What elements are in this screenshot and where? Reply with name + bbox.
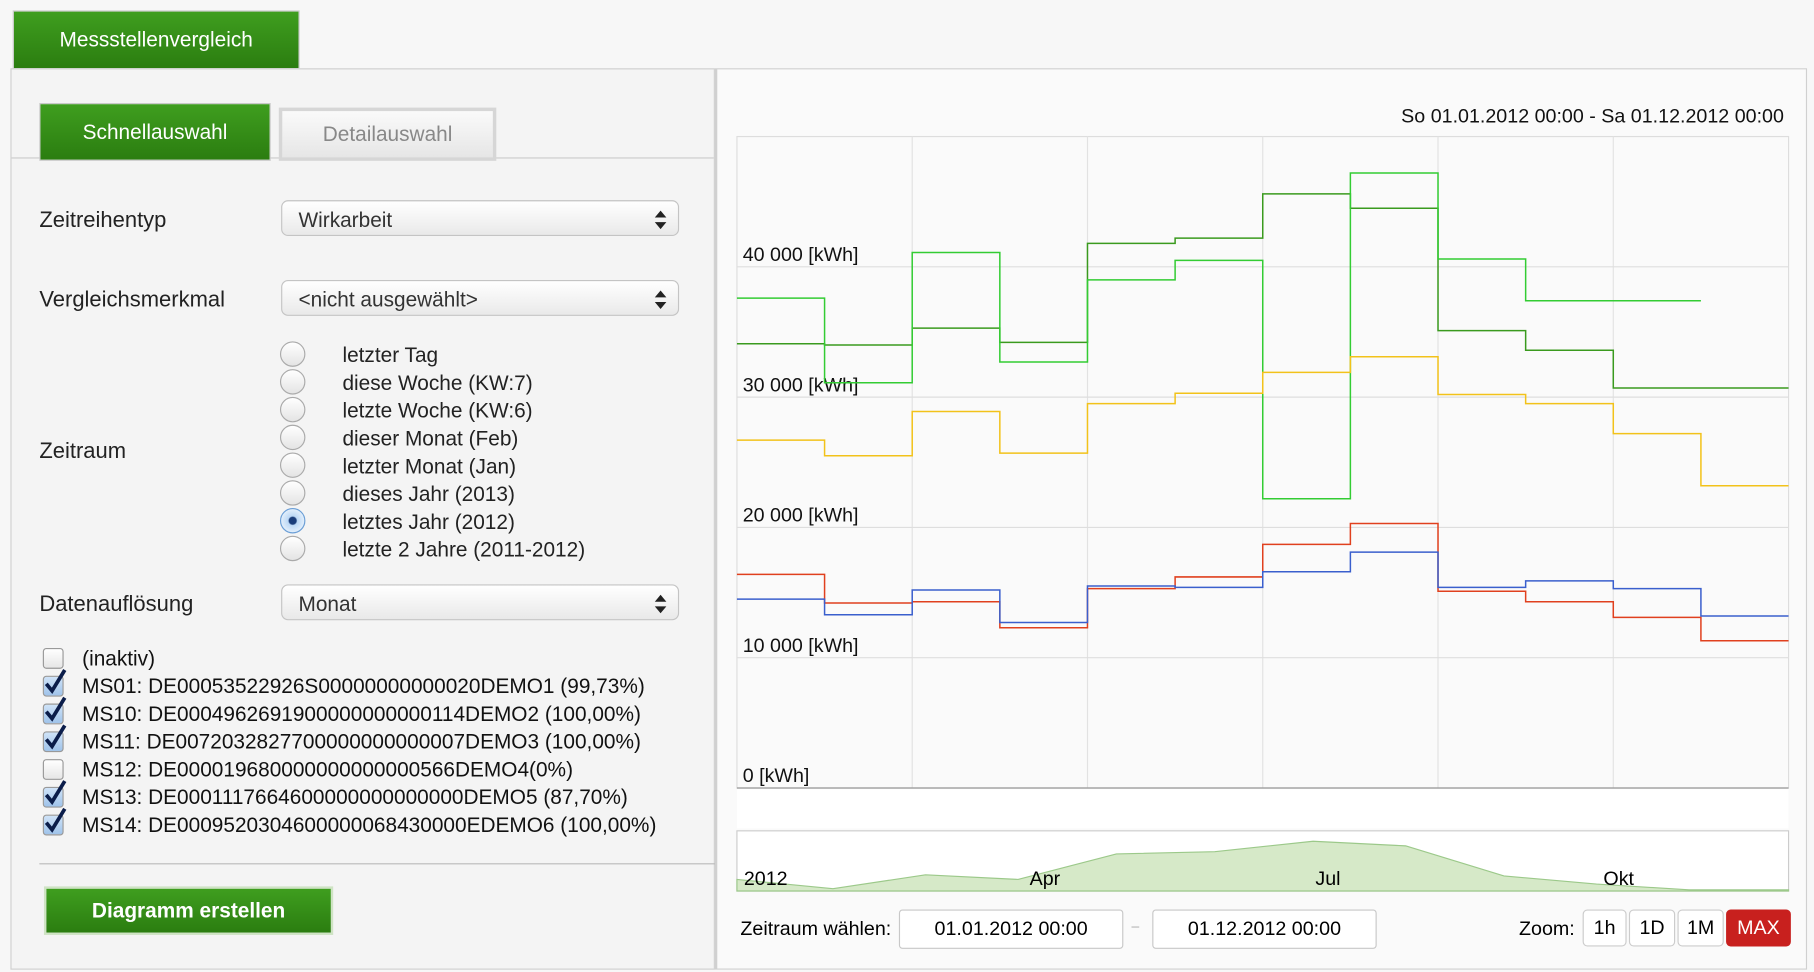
checkbox[interactable] <box>42 647 64 669</box>
zoom-button[interactable]: 1M <box>1677 909 1724 947</box>
main-tab[interactable]: Messstellenvergleich <box>12 10 300 70</box>
checkbox[interactable] <box>42 696 67 725</box>
check-mark <box>44 807 67 833</box>
y-tick-label: 40 000 [kWh] <box>743 244 859 266</box>
navigator-label: Apr <box>1030 868 1061 890</box>
check-mark <box>44 724 67 750</box>
radio[interactable] <box>279 341 306 367</box>
zoom-button[interactable]: 1h <box>1582 909 1627 947</box>
checkbox-label: MS01: DE00053522926S00000000000020DEMO1 … <box>82 674 645 698</box>
checkbox-label: MS14: DE0009520304600000068430000EDEMO6 … <box>82 813 657 837</box>
radio[interactable] <box>279 369 306 395</box>
radio-label: letztes Jahr (2012) <box>342 510 515 534</box>
footer-label: Zeitraum wählen: <box>740 917 892 940</box>
navigator-area <box>736 840 1790 892</box>
checkbox-label: MS13: DE0001117664600000000000000DEMO5 (… <box>82 785 628 809</box>
check-mark <box>44 780 67 806</box>
navigator-label: Okt <box>1603 868 1634 890</box>
radio-label: letzte Woche (KW:6) <box>342 399 533 423</box>
select-value: <nicht ausgewählt> <box>298 288 478 312</box>
radio-label: letzter Monat (Jan) <box>342 454 517 478</box>
zoom-button[interactable]: 1D <box>1628 909 1676 947</box>
label: Vergleichsmerkmal <box>39 288 226 313</box>
radio[interactable] <box>279 424 306 451</box>
label: Zeitraum <box>39 439 127 465</box>
radio-label: dieser Monat (Feb) <box>342 426 519 451</box>
checkbox[interactable] <box>42 724 67 753</box>
checkbox-label: (inaktiv) <box>82 646 156 670</box>
navigator-label: Jul <box>1315 868 1340 890</box>
series-line <box>736 172 1701 500</box>
checkbox-label: MS12: DE000019680000000000000566DEMO4(0%… <box>82 757 574 782</box>
radio-label: letzter Tag <box>342 343 439 367</box>
divider <box>39 863 715 865</box>
checkbox-label: MS11: DE0072032827700000000000007DEMO3 (… <box>82 730 641 754</box>
navigator-label: 2012 <box>744 868 788 890</box>
checkbox[interactable] <box>42 780 67 808</box>
range-text: So 01.01.2012 00:00 - Sa 01.12.2012 00:0… <box>1401 105 1784 128</box>
select[interactable]: Wirkarbeit <box>281 200 680 237</box>
create-button[interactable]: Diagramm erstellen <box>43 886 334 935</box>
check-mark <box>44 696 67 722</box>
radio-label: diese Woche (KW:7) <box>342 371 533 395</box>
label: Datenauflösung <box>39 592 194 617</box>
check-mark <box>44 669 67 694</box>
select[interactable]: <nicht ausgewählt> <box>281 280 680 316</box>
to-input[interactable]: 01.12.2012 00:00 <box>1152 909 1377 949</box>
x-label-band <box>736 789 1789 829</box>
y-tick-label: 20 000 [kWh] <box>743 505 859 527</box>
subtab[interactable]: Detailauswahl <box>278 107 497 161</box>
subtab[interactable]: Schnellauswahl <box>39 102 271 161</box>
select[interactable]: Monat <box>281 584 680 621</box>
select-value: Wirkarbeit <box>298 208 393 232</box>
series-line <box>736 551 1789 624</box>
label: Zeitreihentyp <box>39 208 167 233</box>
checkbox[interactable] <box>42 807 67 836</box>
checkbox[interactable] <box>42 669 67 697</box>
select-arrows <box>654 290 667 309</box>
select-arrows <box>654 210 667 230</box>
checkbox[interactable] <box>42 759 64 780</box>
series-line <box>736 355 1789 487</box>
y-tick-label: 10 000 [kWh] <box>743 635 859 657</box>
zoom-label: Zoom: <box>1518 917 1575 940</box>
radio[interactable] <box>279 396 306 423</box>
radio-label: dieses Jahr (2013) <box>342 482 515 506</box>
select-value: Monat <box>298 592 357 616</box>
zoom-button[interactable]: MAX <box>1726 909 1791 947</box>
radio[interactable] <box>279 535 306 562</box>
radio[interactable] <box>279 452 306 478</box>
separator: – <box>1131 917 1140 934</box>
select-arrows <box>654 594 667 614</box>
radio-label: letzte 2 Jahre (2011-2012) <box>342 538 586 562</box>
radio[interactable] <box>279 480 306 506</box>
checkbox-label: MS10: DE0004962691900000000000114DEMO2 (… <box>82 702 641 726</box>
radio[interactable] <box>279 507 306 534</box>
y-tick-label: 0 [kWh] <box>743 765 810 787</box>
y-tick-label: 30 000 [kWh] <box>743 374 859 396</box>
from-input[interactable]: 01.01.2012 00:00 <box>898 909 1124 949</box>
